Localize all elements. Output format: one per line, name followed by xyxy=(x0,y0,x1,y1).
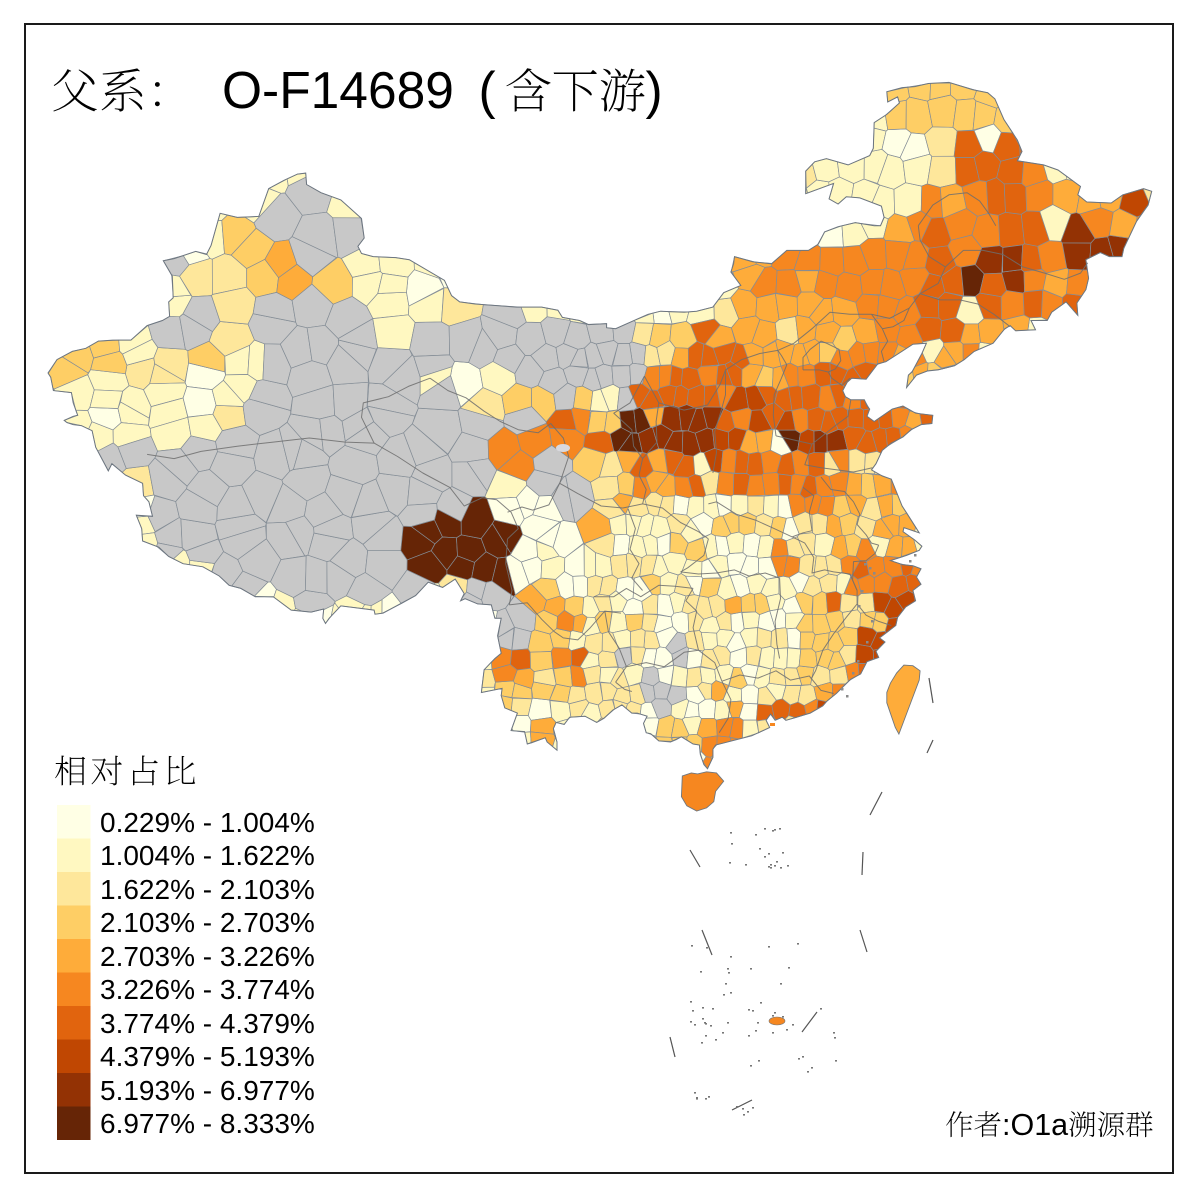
svg-text:0.229% - 1.004%: 0.229% - 1.004% xyxy=(100,807,315,838)
svg-text:1.004% - 1.622%: 1.004% - 1.622% xyxy=(100,840,315,871)
svg-text:4.379% - 5.193%: 4.379% - 5.193% xyxy=(100,1041,315,1072)
svg-text:1.622% - 2.103%: 1.622% - 2.103% xyxy=(100,874,315,905)
svg-text:(: ( xyxy=(479,61,496,119)
svg-text:3.774% - 4.379%: 3.774% - 4.379% xyxy=(100,1008,315,1039)
svg-text:6.977% - 8.333%: 6.977% - 8.333% xyxy=(100,1108,315,1139)
svg-text:2.103% - 2.703%: 2.103% - 2.703% xyxy=(100,907,315,938)
svg-text:3.226% - 3.774%: 3.226% - 3.774% xyxy=(100,974,315,1005)
svg-text:): ) xyxy=(646,61,663,119)
svg-text::O1a: :O1a xyxy=(1002,1108,1068,1142)
svg-text:2.703% - 3.226%: 2.703% - 3.226% xyxy=(100,941,315,972)
svg-text:O-F14689: O-F14689 xyxy=(222,61,454,119)
svg-text:5.193% - 6.977%: 5.193% - 6.977% xyxy=(100,1075,315,1106)
